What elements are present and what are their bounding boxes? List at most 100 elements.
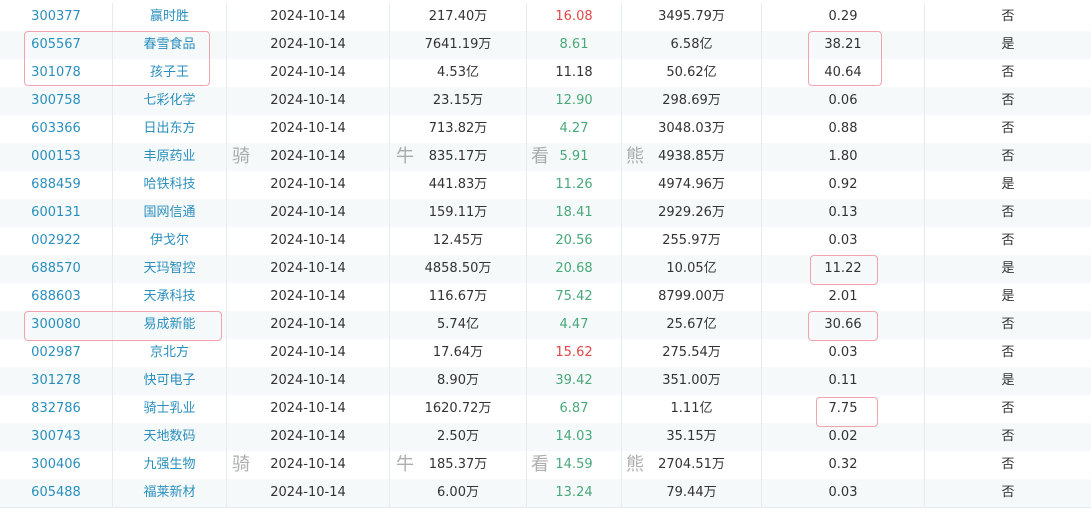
stock-name-link[interactable]: 哈铁科技 (113, 171, 227, 199)
value-cell: 255.97万 (622, 227, 762, 255)
value-cell: 1.11亿 (622, 395, 762, 423)
stock-code-link[interactable]: 002987 (0, 339, 113, 367)
stock-code-link[interactable]: 600131 (0, 199, 113, 227)
stock-name-link[interactable]: 孩子王 (113, 59, 227, 87)
stock-name-link[interactable]: 福莱新材 (113, 479, 227, 507)
stock-code-link[interactable]: 300080 (0, 311, 113, 339)
stock-code-link[interactable]: 002922 (0, 227, 113, 255)
flag-cell: 是 (1001, 261, 1015, 276)
stock-name-link[interactable]: 国网信通 (113, 199, 227, 227)
table-row: 603366 日出东方 2024-10-14 713.82万 4.27 3048.03万 0… (0, 115, 1091, 143)
date-cell: 2024-10-14 (227, 199, 390, 227)
amount-cell: 4858.50万 (390, 255, 527, 283)
table-row: 000153 丰原药业 2024-10-14 835.17万 5.91 4938.85万 1… (0, 143, 1091, 171)
ratio-cell: 2.01 (762, 283, 925, 311)
ratio-cell: 0.03 (762, 227, 925, 255)
date-cell: 2024-10-14 (227, 283, 390, 311)
table-row: 600131 国网信通 2024-10-14 159.11万 18.41 2929.26万… (0, 199, 1091, 227)
value-cell: 4974.96万 (622, 171, 762, 199)
flag-cell: 否 (1001, 457, 1015, 472)
value-cell: 298.69万 (622, 87, 762, 115)
table-row: 002922 伊戈尔 2024-10-14 12.45万 20.56 255.97万 0.0… (0, 227, 1091, 255)
stock-name-link[interactable]: 天地数码 (113, 423, 227, 451)
amount-cell: 8.90万 (390, 367, 527, 395)
amount-cell: 5.74亿 (390, 311, 527, 339)
date-cell: 2024-10-14 (227, 31, 390, 59)
stock-name-link[interactable]: 九强生物 (113, 451, 227, 479)
table-row: 605567 春雪食品 2024-10-14 7641.19万 8.61 6.58亿 38.… (0, 31, 1091, 59)
stock-code-link[interactable]: 300377 (0, 3, 113, 31)
date-cell: 2024-10-14 (227, 367, 390, 395)
amount-cell: 23.15万 (390, 87, 527, 115)
stock-code-link[interactable]: 300743 (0, 423, 113, 451)
date-cell: 2024-10-14 (227, 3, 390, 31)
ratio-cell: 0.92 (762, 171, 925, 199)
stock-name-link[interactable]: 日出东方 (113, 115, 227, 143)
date-cell: 2024-10-14 (227, 423, 390, 451)
stock-name-link[interactable]: 骑士乳业 (113, 395, 227, 423)
ratio-cell: 0.03 (762, 339, 925, 367)
stock-name-link[interactable]: 天玛智控 (113, 255, 227, 283)
price-cell: 15.62 (527, 339, 622, 367)
price-cell: 20.56 (527, 227, 622, 255)
value-cell: 351.00万 (622, 367, 762, 395)
value-cell: 79.44万 (622, 479, 762, 507)
stock-code-link[interactable]: 301278 (0, 367, 113, 395)
stock-name-link[interactable]: 京北方 (113, 339, 227, 367)
stock-code-link[interactable]: 300758 (0, 87, 113, 115)
table-row: 301078 孩子王 2024-10-14 4.53亿 11.18 50.62亿 40.64… (0, 59, 1091, 87)
stock-name-link[interactable]: 快可电子 (113, 367, 227, 395)
price-cell: 8.61 (527, 31, 622, 59)
amount-cell: 116.67万 (390, 283, 527, 311)
stock-code-link[interactable]: 605488 (0, 479, 113, 507)
table-row: 300377 赢时胜 2024-10-14 217.40万 16.08 3495.79万 0… (0, 3, 1091, 31)
ratio-cell: 7.75 (762, 395, 925, 423)
table-row: 300758 七彩化学 2024-10-14 23.15万 12.90 298.69万 0.… (0, 87, 1091, 115)
table-row: 002987 京北方 2024-10-14 17.64万 15.62 275.54万 0.0… (0, 339, 1091, 367)
stock-code-link[interactable]: 688570 (0, 255, 113, 283)
amount-cell: 6.00万 (390, 479, 527, 507)
price-cell: 11.18 (527, 59, 622, 87)
stock-name-link[interactable]: 易成新能 (113, 311, 227, 339)
flag-cell: 否 (1001, 149, 1015, 164)
ratio-cell: 0.03 (762, 479, 925, 507)
flag-cell: 否 (1001, 205, 1015, 220)
stock-code-link[interactable]: 688459 (0, 171, 113, 199)
stock-name-link[interactable]: 天承科技 (113, 283, 227, 311)
stock-name-link[interactable]: 赢时胜 (113, 3, 227, 31)
table-row: 300743 天地数码 2024-10-14 2.50万 14.03 35.15万 0.02… (0, 423, 1091, 451)
date-cell: 2024-10-14 (227, 115, 390, 143)
stock-name-link[interactable]: 丰原药业 (113, 143, 227, 171)
price-cell: 18.41 (527, 199, 622, 227)
stock-code-link[interactable]: 688603 (0, 283, 113, 311)
amount-cell: 185.37万 (390, 451, 527, 479)
stock-code-link[interactable]: 832786 (0, 395, 113, 423)
amount-cell: 7641.19万 (390, 31, 527, 59)
stock-name-link[interactable]: 七彩化学 (113, 87, 227, 115)
stock-code-link[interactable]: 603366 (0, 115, 113, 143)
stock-code-link[interactable]: 000153 (0, 143, 113, 171)
ratio-cell: 30.66 (762, 311, 925, 339)
amount-cell: 17.64万 (390, 339, 527, 367)
table-row: 688603 天承科技 2024-10-14 116.67万 75.42 8799.00万… (0, 283, 1091, 311)
date-cell: 2024-10-14 (227, 87, 390, 115)
flag-cell: 否 (1001, 485, 1015, 500)
price-cell: 13.24 (527, 479, 622, 507)
table-row: 688459 哈铁科技 2024-10-14 441.83万 11.26 4974.96万… (0, 171, 1091, 199)
stock-code-link[interactable]: 301078 (0, 59, 113, 87)
flag-cell: 否 (1001, 317, 1015, 332)
price-cell: 14.03 (527, 423, 622, 451)
flag-cell: 否 (1001, 121, 1015, 136)
flag-cell: 否 (1001, 65, 1015, 80)
stock-name-link[interactable]: 伊戈尔 (113, 227, 227, 255)
price-cell: 4.27 (527, 115, 622, 143)
stock-code-link[interactable]: 300406 (0, 451, 113, 479)
price-cell: 6.87 (527, 395, 622, 423)
ratio-cell: 0.11 (762, 367, 925, 395)
price-cell: 4.47 (527, 311, 622, 339)
stock-code-link[interactable]: 605567 (0, 31, 113, 59)
amount-cell: 1620.72万 (390, 395, 527, 423)
stock-name-link[interactable]: 春雪食品 (113, 31, 227, 59)
date-cell: 2024-10-14 (227, 255, 390, 283)
table-row: 688570 天玛智控 2024-10-14 4858.50万 20.68 10.05亿 1… (0, 255, 1091, 283)
